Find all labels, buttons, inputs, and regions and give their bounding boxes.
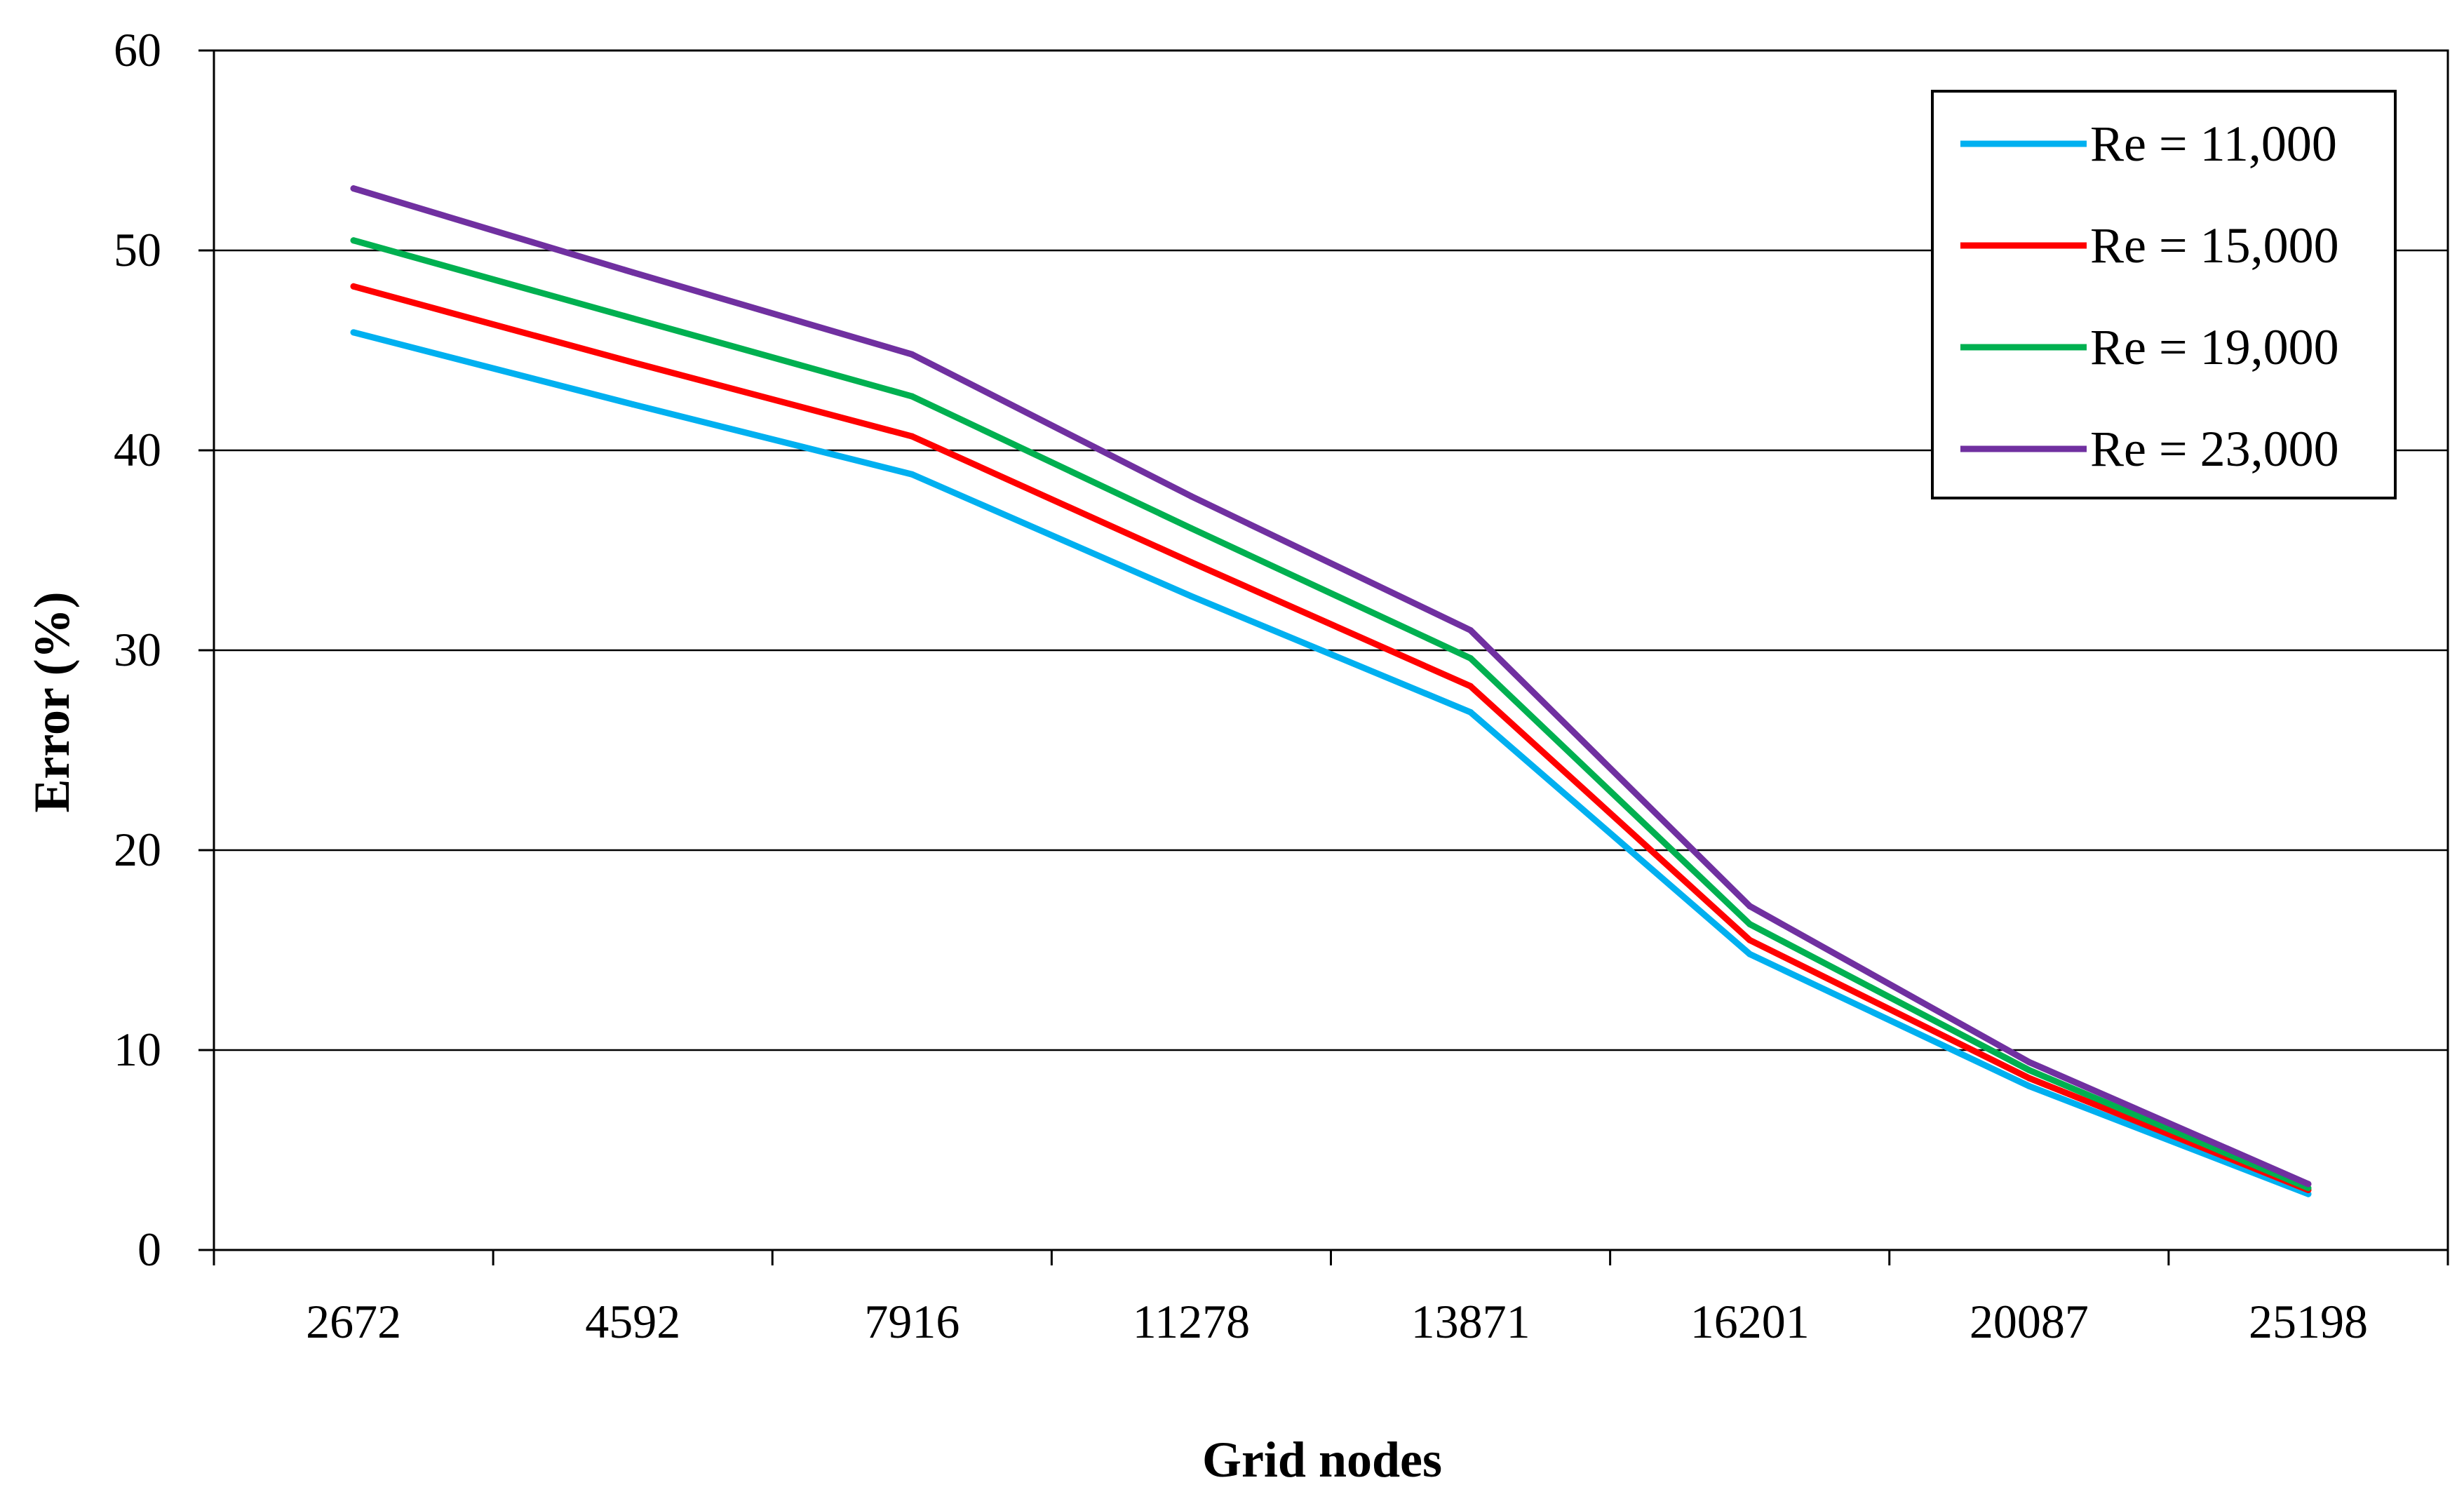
series-line-4 [350,185,2312,1188]
x-tick-label: 7916 [864,1295,960,1348]
data-point [350,237,357,244]
data-point [2026,1082,2033,1089]
data-point [908,433,915,440]
data-point [2026,1067,2033,1073]
legend-label: Re = 11,000 [2090,116,2337,172]
data-point [1187,559,1194,566]
data-point [629,269,636,276]
legend: Re = 11,000 Re = 15,000 Re = 19,000 Re = 23… [1931,90,2397,499]
data-point [1746,950,1753,957]
data-point [908,351,915,358]
series-line-1 [350,329,2312,1197]
y-tick-label: 50 [114,223,161,276]
x-axis-title: Grid nodes [1202,1432,1442,1488]
legend-box [1931,90,2397,499]
data-point [629,401,636,408]
y-tick-label: 10 [114,1023,161,1076]
data-point [1187,493,1194,500]
legend-label: Re = 19,000 [2090,319,2339,375]
data-point [1746,936,1753,943]
x-tick-label: 4592 [585,1295,680,1348]
x-tick-label: 16201 [1690,1295,1810,1348]
y-tick-label: 0 [137,1223,161,1276]
y-tick-label: 60 [114,23,161,76]
legend-label: Re = 15,000 [2090,217,2339,274]
data-point [1746,920,1753,927]
data-point [1467,683,1474,690]
y-tick-label: 30 [114,623,161,676]
tick-labels: 0 10 20 30 40 50 60 2672 4592 7916 11278 13871 16201… [114,23,2368,1348]
data-point [2026,1075,2033,1082]
data-point [908,393,915,400]
series-line-3 [350,237,2312,1192]
data-point [908,471,915,478]
axes [198,49,2449,1265]
data-point [1187,593,1194,600]
series-lines [350,185,2312,1197]
x-tick-label: 20087 [1970,1295,2089,1348]
data-point [1187,525,1194,532]
data-point [629,315,636,322]
data-point [1467,627,1474,633]
data-point [1467,654,1474,661]
data-point [2026,1058,2033,1065]
data-point [1746,903,1753,910]
x-tick-label: 11278 [1133,1295,1250,1348]
legend-label: Re = 23,000 [2090,421,2339,477]
series-line-2 [350,283,2312,1193]
y-axis-title: Error (%) [24,591,80,812]
data-point [629,359,636,366]
x-tick-label: 13871 [1411,1295,1530,1348]
data-point [350,329,357,336]
data-point [350,283,357,290]
data-point [2305,1181,2312,1188]
data-point [1467,708,1474,715]
x-tick-label: 25198 [2249,1295,2368,1348]
y-tick-label: 40 [114,423,161,476]
data-point [350,185,357,192]
x-tick-label: 2672 [306,1295,401,1348]
y-tick-label: 20 [114,823,161,876]
